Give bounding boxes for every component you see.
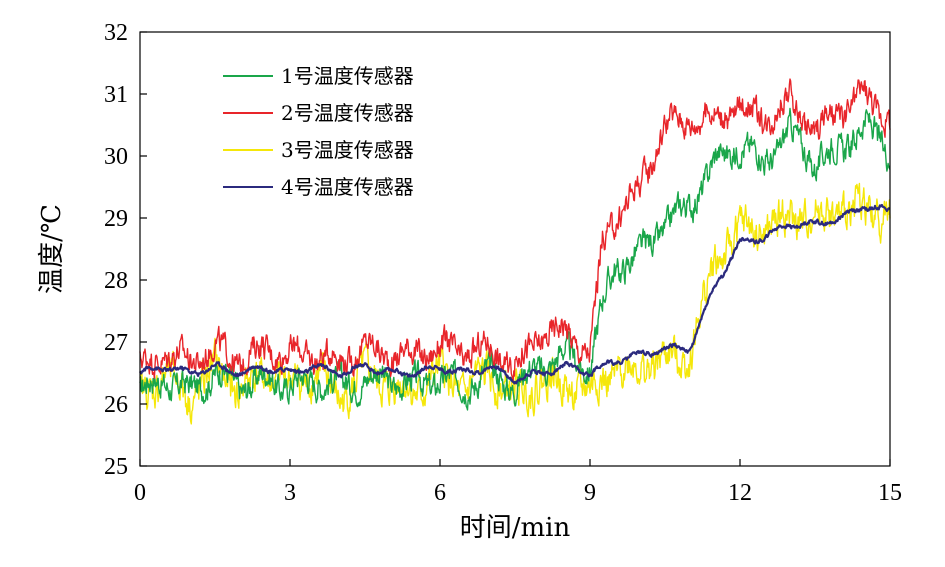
y-axis-ticks: 25 26 27 28 29 30 31 32 (104, 20, 147, 480)
series-line-1 (139, 107, 891, 411)
x-axis-title: 时间/min (460, 513, 571, 543)
series-line-2 (139, 78, 891, 383)
x-tick-label: 6 (434, 480, 446, 506)
legend-label-3: 3号温度传感器 (281, 138, 414, 162)
series-line-4 (139, 203, 891, 385)
series-lines (139, 78, 891, 425)
y-tick-label: 26 (104, 392, 128, 418)
x-tick-label: 3 (284, 480, 296, 506)
y-tick-label: 30 (104, 144, 128, 170)
y-tick-label: 31 (104, 82, 128, 108)
x-tick-label: 9 (584, 480, 596, 506)
legend-label-2: 2号温度传感器 (281, 101, 414, 125)
plot-frame (139, 31, 891, 467)
legend-label-1: 1号温度传感器 (281, 64, 414, 88)
y-axis-title: 温度/℃ (37, 204, 67, 294)
legend: 1号温度传感器 2号温度传感器 3号温度传感器 4号温度传感器 (223, 64, 414, 199)
x-axis-ticks: 0 3 6 9 12 15 (134, 459, 902, 506)
y-tick-label: 29 (104, 206, 128, 232)
y-tick-label: 27 (104, 330, 128, 356)
x-tick-label: 0 (134, 480, 146, 506)
legend-label-4: 4号温度传感器 (281, 175, 414, 199)
x-tick-label: 12 (728, 480, 752, 506)
y-tick-label: 25 (104, 454, 128, 480)
y-tick-label: 28 (104, 268, 128, 294)
y-tick-label: 32 (104, 20, 128, 46)
x-tick-label: 15 (878, 480, 902, 506)
